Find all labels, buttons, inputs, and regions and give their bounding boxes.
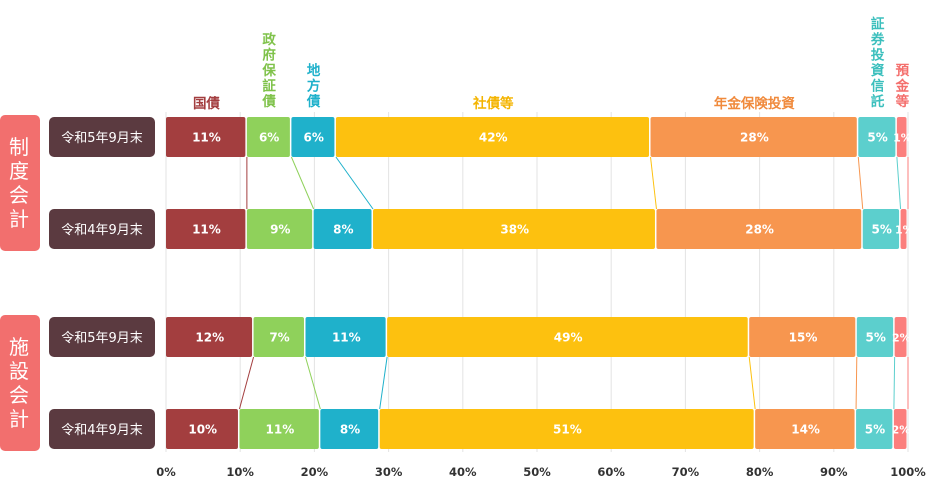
connector-line — [855, 356, 858, 410]
x-tick-label: 90% — [820, 465, 848, 479]
bar-segment — [166, 409, 238, 449]
bar-segment — [650, 117, 857, 157]
bar-segment — [856, 317, 894, 357]
data-label: 42% — [479, 131, 508, 145]
row-label-box — [49, 409, 155, 449]
x-tick-label: 0% — [156, 465, 176, 479]
connector-line — [650, 156, 657, 210]
x-tick-label: 40% — [449, 465, 477, 479]
data-label: 11% — [266, 423, 295, 437]
data-label: 5% — [867, 131, 887, 145]
data-label: 6% — [259, 131, 279, 145]
row-label: 令和5年9月末 — [61, 131, 143, 146]
bar-segment — [373, 209, 655, 249]
series-label: 政府保証債 — [261, 31, 276, 110]
data-label: 1% — [893, 132, 912, 145]
series-label: 社債等 — [472, 95, 514, 112]
x-tick-label: 100% — [890, 465, 926, 479]
connector-line — [748, 356, 756, 410]
data-label: 8% — [333, 223, 353, 237]
series-label: 証券投資信託 — [871, 16, 885, 111]
data-label: 11% — [332, 331, 361, 345]
bar-segment — [291, 117, 335, 157]
bar-segment — [896, 117, 907, 157]
connector-line — [305, 356, 321, 410]
row-label-box — [49, 209, 155, 249]
data-label: 51% — [553, 423, 582, 437]
bar-segment — [856, 409, 893, 449]
data-label: 2% — [892, 424, 911, 437]
x-tick-label: 50% — [523, 465, 551, 479]
connector-line — [893, 356, 896, 410]
data-label: 38% — [500, 223, 529, 237]
row-label: 令和4年9月末 — [61, 423, 143, 438]
data-label: 28% — [740, 131, 769, 145]
bar-segment — [253, 317, 304, 357]
row-label: 令和5年9月末 — [61, 331, 143, 346]
data-label: 5% — [865, 423, 885, 437]
data-label: 2% — [892, 332, 911, 345]
bar-segment — [239, 409, 319, 449]
connector-line — [896, 156, 902, 210]
connector-line — [238, 356, 255, 410]
data-label: 5% — [866, 331, 886, 345]
x-tick-label: 80% — [746, 465, 774, 479]
bar-segment — [900, 209, 907, 249]
data-label: 15% — [789, 331, 818, 345]
series-label: 年金保険投資 — [714, 95, 795, 112]
bar-segment — [894, 317, 907, 357]
data-label: 11% — [192, 131, 221, 145]
group-label-box — [0, 115, 40, 251]
connector-line — [290, 156, 315, 210]
bar-segment — [656, 209, 862, 249]
row-label-box — [49, 117, 155, 157]
row-label: 令和4年9月末 — [61, 223, 143, 238]
data-label: 10% — [188, 423, 217, 437]
bar-segment — [858, 117, 896, 157]
series-label: 地方債 — [306, 62, 321, 110]
bar-segment — [313, 209, 372, 249]
data-label: 1% — [895, 224, 914, 237]
series-label: 国債 — [193, 95, 220, 112]
data-label: 49% — [554, 331, 583, 345]
bar-segment — [755, 409, 855, 449]
bar-segment — [166, 117, 246, 157]
bar-segment — [166, 209, 246, 249]
row-label-box — [49, 317, 155, 357]
bar-segment — [862, 209, 900, 249]
data-label: 8% — [340, 423, 360, 437]
group-label-box — [0, 315, 40, 451]
bar-segment — [335, 117, 650, 157]
x-tick-label: 20% — [301, 465, 329, 479]
bar-segment — [379, 409, 754, 449]
data-label: 11% — [192, 223, 221, 237]
group-label: 制度会計 — [9, 135, 29, 231]
bar-segment — [166, 317, 253, 357]
bar-segment — [246, 209, 313, 249]
data-label: 12% — [195, 331, 224, 345]
data-label: 5% — [871, 223, 891, 237]
x-tick-label: 30% — [375, 465, 403, 479]
data-label: 6% — [303, 131, 323, 145]
data-label: 28% — [745, 223, 774, 237]
data-label: 9% — [270, 223, 290, 237]
bar-segment — [893, 409, 907, 449]
bar-segment — [320, 409, 379, 449]
connector-line — [335, 156, 374, 210]
connector-line — [857, 156, 864, 210]
data-label: 7% — [269, 331, 289, 345]
x-tick-label: 60% — [597, 465, 625, 479]
bar-segment — [305, 317, 386, 357]
x-tick-label: 10% — [226, 465, 254, 479]
bar-segment — [387, 317, 748, 357]
group-label: 施設会計 — [9, 335, 29, 431]
x-tick-label: 70% — [672, 465, 700, 479]
series-label: 預金等 — [895, 63, 910, 110]
data-label: 14% — [791, 423, 820, 437]
bar-segment — [246, 117, 290, 157]
connector-line — [379, 356, 388, 410]
bar-segment — [749, 317, 856, 357]
